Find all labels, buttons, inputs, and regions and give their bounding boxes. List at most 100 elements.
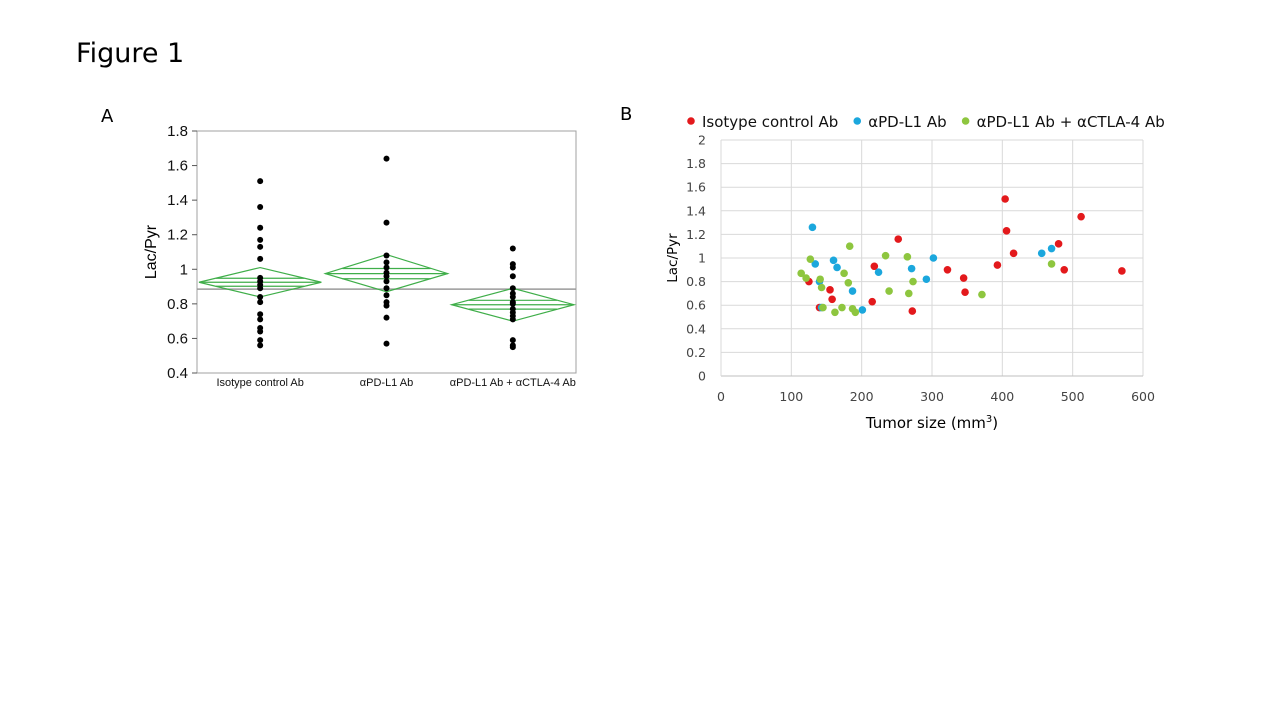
data-point — [978, 290, 986, 299]
data-point — [383, 302, 390, 309]
data-point — [509, 293, 516, 300]
y-tick-label: 2 — [698, 133, 706, 148]
legend-marker — [687, 117, 695, 125]
data-point — [922, 275, 931, 284]
data-point — [257, 299, 264, 306]
data-point — [993, 261, 1002, 269]
data-point — [257, 243, 264, 250]
data-point — [929, 254, 938, 262]
data-point — [1118, 267, 1126, 275]
data-point — [509, 285, 516, 292]
data-point — [838, 303, 846, 312]
data-point — [383, 252, 390, 259]
data-point — [881, 251, 890, 260]
data-point — [874, 268, 883, 276]
data-point — [908, 307, 917, 315]
data-point — [257, 311, 264, 318]
data-point — [851, 308, 860, 317]
data-point — [383, 219, 390, 226]
data-point — [961, 288, 969, 297]
x-tick-label: 100 — [779, 389, 803, 404]
data-point — [806, 255, 815, 263]
data-point — [1002, 227, 1011, 235]
data-point — [819, 303, 827, 312]
data-point — [509, 264, 516, 271]
plot-frame — [196, 130, 577, 374]
data-point — [817, 283, 826, 292]
data-point — [1047, 244, 1056, 253]
panel-b-label: B — [620, 104, 633, 125]
data-point — [845, 242, 854, 250]
data-point — [909, 277, 917, 286]
data-point — [257, 293, 264, 300]
data-point — [383, 314, 390, 321]
y-tick-label: 0.2 — [686, 345, 706, 360]
y-axis-title: Lac/Pyr — [665, 233, 681, 283]
data-point — [885, 287, 893, 295]
data-point — [509, 300, 516, 307]
data-point — [870, 262, 879, 271]
y-tick-label: 0.6 — [167, 330, 188, 347]
x-tick-label: 300 — [920, 389, 944, 404]
data-point — [1009, 249, 1018, 258]
y-tick-label: 0 — [698, 369, 706, 384]
y-tick-label: 1.2 — [167, 227, 188, 244]
legend-label: αPD-L1 Ab + αCTLA-4 Ab — [977, 113, 1165, 131]
figure-title: Figure 1 — [76, 38, 185, 69]
data-point — [1054, 240, 1063, 248]
y-tick-label: 0.4 — [686, 321, 706, 336]
x-category-label: αPD-L1 Ab + αCTLA-4 Ab — [450, 377, 576, 389]
data-point — [829, 256, 838, 265]
data-point — [257, 178, 264, 185]
y-tick-label: 0.4 — [167, 365, 188, 382]
data-point — [826, 286, 834, 294]
data-point — [257, 342, 264, 349]
data-point — [257, 255, 264, 262]
x-axis-title: Tumor size (mm3) — [865, 414, 998, 432]
data-point — [383, 340, 390, 347]
legend-marker — [853, 117, 862, 125]
data-point — [811, 260, 820, 268]
data-point — [959, 274, 968, 282]
data-point — [1037, 249, 1046, 258]
data-point — [828, 295, 836, 304]
data-point — [903, 253, 912, 261]
x-tick-label: 200 — [850, 389, 874, 404]
y-tick-label: 0.8 — [167, 296, 188, 313]
y-tick-label: 1 — [180, 261, 188, 278]
data-point — [509, 316, 516, 323]
y-tick-label: 1.2 — [686, 227, 706, 242]
data-point — [1077, 212, 1085, 221]
data-point — [797, 269, 805, 278]
y-tick-label: 1.6 — [686, 180, 706, 195]
data-point — [844, 278, 853, 287]
y-axis-title: Lac/Pyr — [143, 224, 160, 279]
y-tick-label: 1 — [698, 251, 706, 266]
y-tick-label: 0.8 — [686, 274, 706, 289]
data-point — [816, 275, 824, 284]
data-point — [383, 259, 390, 266]
data-point — [1060, 266, 1069, 274]
data-point — [808, 223, 817, 232]
data-point — [802, 274, 810, 282]
y-tick-label: 1.8 — [167, 123, 188, 140]
panel-a-label: A — [101, 106, 114, 127]
x-category-label: Isotype control Ab — [216, 377, 303, 389]
y-tick-label: 0.6 — [686, 298, 706, 313]
x-category-label: αPD-L1 Ab — [360, 377, 413, 389]
data-point — [907, 264, 916, 273]
data-point — [383, 285, 390, 292]
data-point — [831, 308, 839, 317]
data-point — [1047, 260, 1056, 268]
data-point — [383, 273, 390, 280]
legend-label: Isotype control Ab — [702, 113, 838, 131]
data-point — [509, 245, 516, 252]
data-point — [257, 224, 264, 231]
y-tick-label: 1.4 — [686, 203, 706, 218]
data-point — [257, 337, 264, 344]
data-point — [509, 344, 516, 351]
data-point — [509, 273, 516, 280]
x-tick-label: 600 — [1131, 389, 1155, 404]
